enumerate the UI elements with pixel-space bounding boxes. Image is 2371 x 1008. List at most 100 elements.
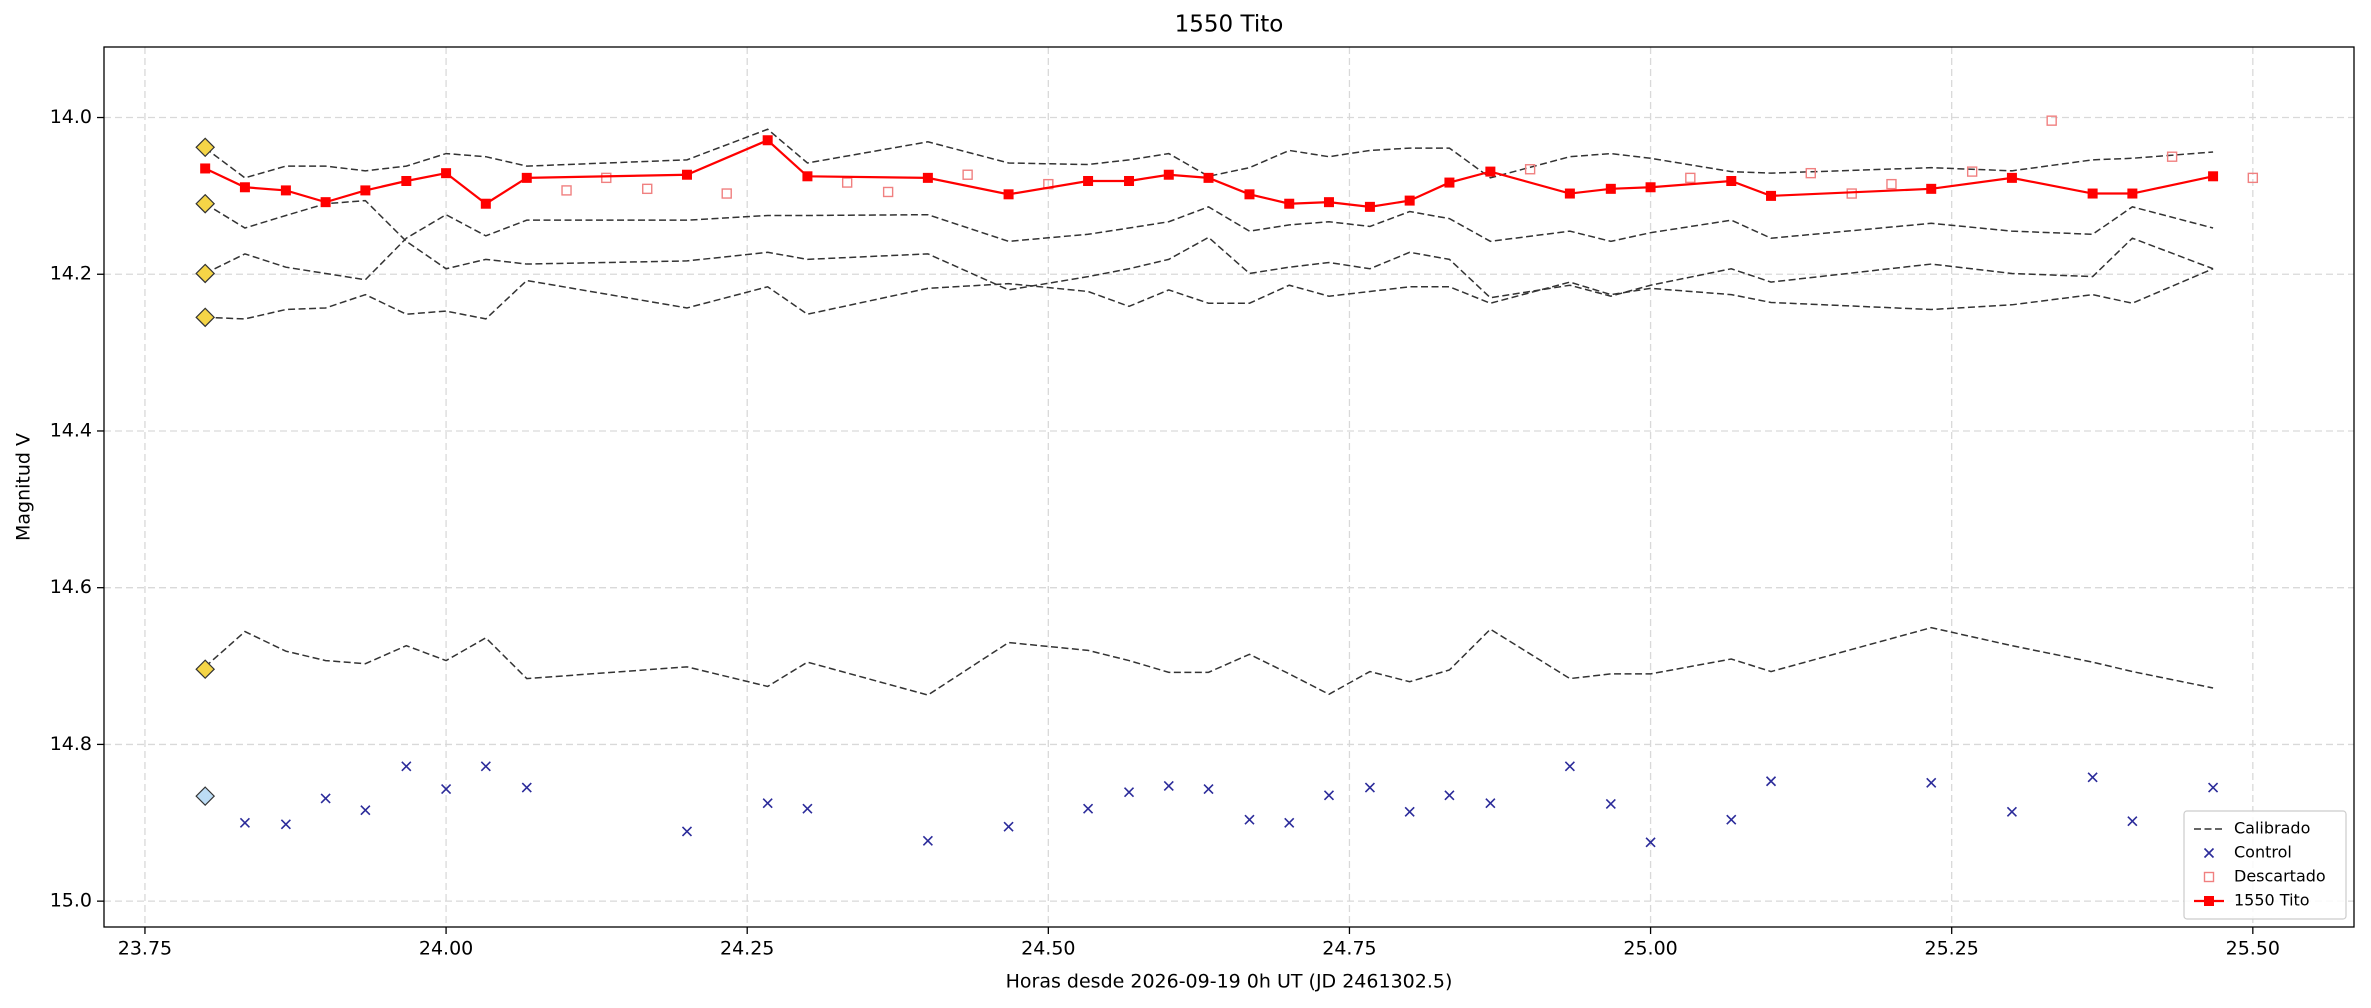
legend-label: Calibrado [2234,819,2310,838]
data-point [922,172,933,183]
data-point [1244,189,1255,200]
series-line [204,206,2214,281]
data-point [1203,172,1214,183]
data-point [1083,175,1094,186]
data-point [762,798,773,809]
data-point [1203,784,1214,795]
data-point [1645,182,1656,193]
series-line [204,199,2214,299]
data-point [2208,171,2219,182]
data-point [2046,115,2057,126]
data-point [1003,821,1014,832]
data-point [1766,190,1777,201]
data-point [521,172,532,183]
data-point [2006,806,2017,817]
series-line [204,626,2214,696]
data-point [441,784,452,795]
data-point [1444,177,1455,188]
legend-swatch [2203,847,2215,859]
y-tick-label: 14.2 [50,263,92,285]
data-point [480,198,491,209]
data-point [1886,178,1897,190]
data-point [200,163,211,174]
x-tick-label: 24.50 [1021,938,1075,960]
x-tick-label: 25.50 [2226,938,2280,960]
data-point [1485,798,1496,809]
data-point [2127,816,2138,827]
data-point [195,659,216,680]
x-axis-label: Horas desde 2026-09-19 0h UT (JD 2461302… [1006,971,1453,993]
data-point [1364,782,1375,793]
data-point [642,183,653,195]
data-point [1284,817,1295,828]
data-point [762,135,773,146]
data-point [280,819,291,830]
data-point [1404,806,1415,817]
data-point [480,761,491,772]
data-point [280,185,291,196]
data-point [195,263,216,284]
data-point [841,177,853,188]
data-point [922,835,933,846]
x-tick-label: 23.75 [118,938,172,960]
legend-label: Descartado [2234,867,2326,886]
data-point [1364,201,1375,212]
legend-swatch [2204,896,2214,906]
data-point [1123,787,1135,798]
y-tick-label: 15.0 [50,890,92,912]
data-point [360,805,371,816]
data-point [681,826,693,837]
data-point [561,185,572,196]
data-point [1323,197,1334,208]
data-point [1645,837,1656,848]
data-point [401,175,412,186]
data-point [1726,814,1737,825]
data-point [1083,803,1094,814]
y-tick-label: 14.6 [50,576,92,598]
legend-swatch [2203,871,2215,883]
data-point [1605,798,1616,810]
data-point [1726,175,1737,186]
data-point [195,786,216,806]
data-point [320,793,331,804]
data-point [882,186,894,198]
data-point [681,169,692,180]
data-point [401,761,412,772]
data-point [2006,172,2017,183]
x-tick-label: 24.75 [1322,938,1376,960]
data-point [2087,772,2098,783]
data-point [1444,790,1455,801]
data-point [721,188,732,199]
data-point [802,803,813,814]
data-point [1003,189,1014,200]
data-point [1524,164,1536,175]
x-tick-label: 24.25 [720,938,774,960]
data-point [239,817,250,828]
data-point [521,782,532,793]
data-point [195,137,216,158]
x-tick-label: 24.00 [419,938,473,960]
legend-box [2183,810,2347,920]
y-tick-label: 14.0 [50,106,92,128]
x-tick-label: 25.00 [1623,938,1677,960]
data-point [1564,188,1575,199]
data-point [1485,166,1496,177]
data-point [1765,776,1777,787]
data-point [320,197,331,208]
data-point [1284,198,1295,209]
data-point [1926,183,1937,194]
chart-title: 1550 Tito [1175,12,1284,38]
data-point [239,182,250,193]
data-point [195,193,216,214]
data-point [441,168,452,179]
data-point [360,185,371,196]
data-point [601,172,612,184]
plot-frame [103,46,2355,928]
data-point [1605,183,1616,194]
data-point [1163,169,1174,180]
legend: Calibrado Control Descartado 1550 Tito [2183,810,2347,920]
data-point [1966,166,1978,177]
y-tick-label: 14.4 [50,419,92,441]
